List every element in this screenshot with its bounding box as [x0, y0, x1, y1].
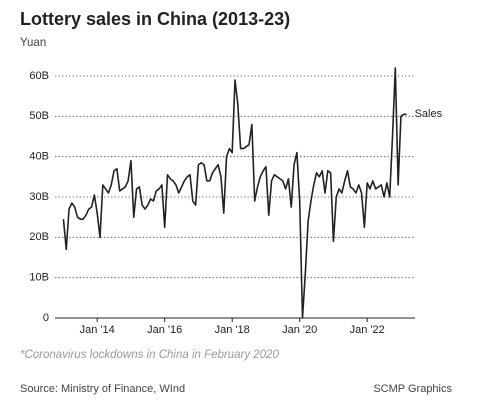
line-series — [62, 67, 407, 319]
x-tick-label: Jan '18 — [215, 324, 250, 336]
y-tick-label: 30B — [29, 191, 49, 203]
y-tick-label: 0 — [43, 312, 49, 324]
x-tick-label: Jan '16 — [147, 324, 182, 336]
y-tick-label: 40B — [29, 151, 49, 163]
series-label: Sales — [415, 108, 443, 120]
y-tick-label: 10B — [29, 272, 49, 284]
x-tick-label: Jan '14 — [80, 324, 115, 336]
source: Source: Ministry of Finance, WInd — [20, 383, 185, 395]
chart-title: Lottery sales in China (2013-23) — [20, 9, 290, 29]
footnote: *Coronavirus lockdowns in China in Febru… — [20, 349, 279, 361]
x-tick-label: Jan '22 — [350, 324, 385, 336]
x-tick-label: Jan '20 — [282, 324, 317, 336]
y-tick-label: 60B — [29, 70, 49, 82]
y-tick-label: 20B — [29, 231, 49, 243]
y-axis-label: Yuan — [20, 37, 46, 49]
y-tick-label: 50B — [29, 110, 49, 122]
credit: SCMP Graphics — [373, 383, 452, 395]
